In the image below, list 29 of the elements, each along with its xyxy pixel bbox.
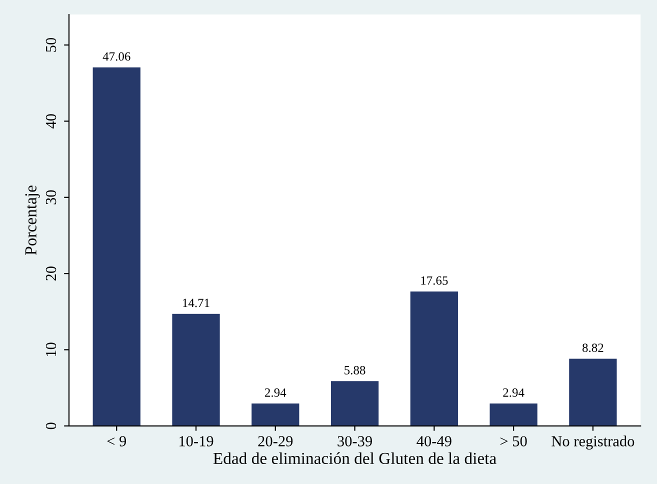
data-label: 14.71 bbox=[183, 298, 210, 308]
x-tick-label: No registrado bbox=[552, 436, 634, 450]
x-tick-label: > 50 bbox=[500, 436, 527, 446]
bar bbox=[172, 314, 220, 426]
y-tick-label: 20 bbox=[46, 266, 56, 281]
y-tick-label: 10 bbox=[46, 342, 56, 356]
data-label: 47.06 bbox=[102, 52, 130, 61]
y-tick-label: 30 bbox=[46, 190, 56, 204]
data-label: 2.94 bbox=[503, 388, 524, 397]
y-tick-label: 50 bbox=[46, 38, 56, 52]
bar bbox=[252, 404, 300, 426]
data-label: 17.65 bbox=[421, 276, 448, 285]
x-axis-title: Edad de eliminación del Gluten de la dieta bbox=[213, 452, 496, 464]
x-tick-label: < 9 bbox=[107, 436, 126, 446]
x-tick-label: 10-19 bbox=[180, 436, 214, 446]
bar bbox=[569, 358, 617, 426]
y-tick-label: 40 bbox=[46, 114, 56, 129]
data-label: 2.94 bbox=[265, 388, 286, 397]
y-axis-title: Porcentaje bbox=[25, 186, 40, 255]
x-tick-label: 40-49 bbox=[416, 436, 452, 446]
x-tick-label: 20-29 bbox=[258, 436, 293, 446]
bar bbox=[410, 291, 458, 426]
bar bbox=[330, 381, 379, 426]
y-tick-label: 0 bbox=[46, 422, 56, 430]
data-label: 5.88 bbox=[344, 366, 366, 374]
bar bbox=[92, 67, 140, 426]
bar bbox=[490, 404, 538, 426]
x-tick-label: 30-39 bbox=[338, 436, 372, 446]
data-label: 8.82 bbox=[582, 344, 604, 352]
